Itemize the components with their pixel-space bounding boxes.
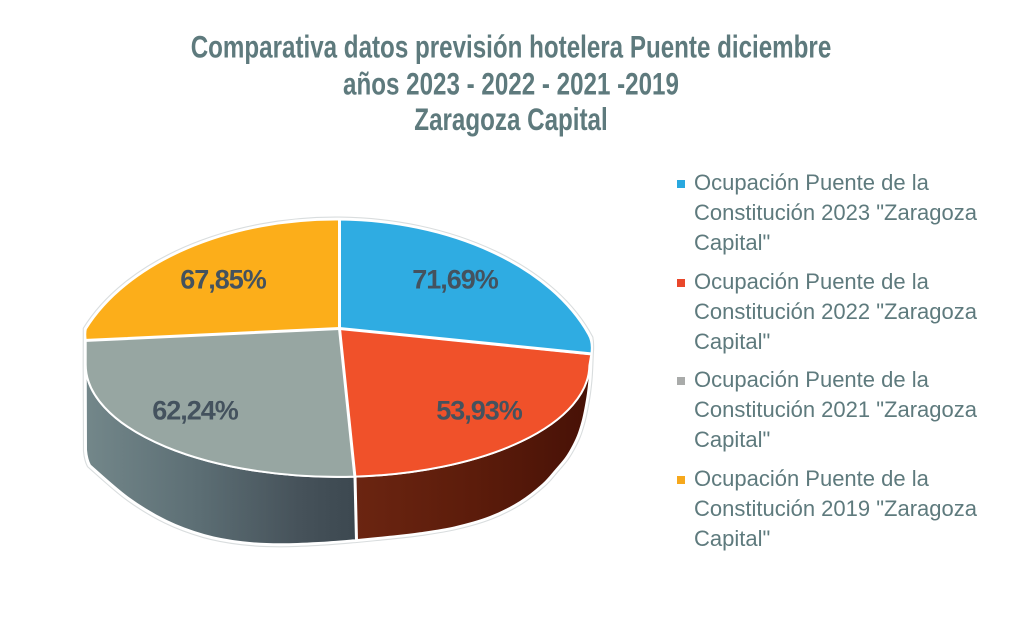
svg-text:71,69%: 71,69%	[412, 265, 499, 295]
svg-text:67,85%: 67,85%	[180, 265, 267, 295]
svg-text:53,93%: 53,93%	[436, 396, 523, 426]
svg-text:62,24%: 62,24%	[152, 396, 239, 426]
